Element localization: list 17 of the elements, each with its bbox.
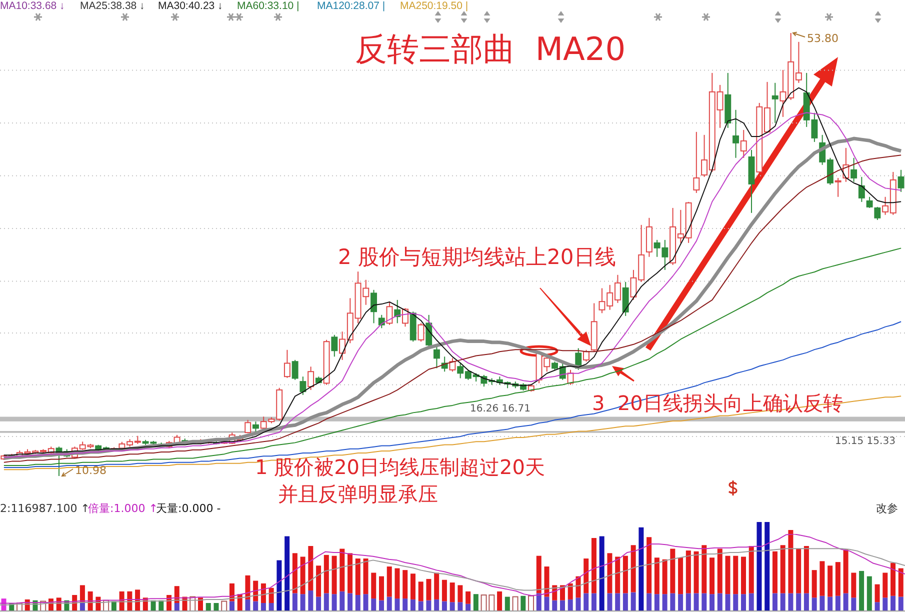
text: 天量:0.000 - — [156, 502, 221, 515]
text: MA25:38.38 ↓ — [80, 0, 145, 12]
chart-title: 反转三部曲 MA20 — [355, 30, 626, 68]
annotation: 10.98 — [75, 464, 106, 477]
text: 改参 — [876, 502, 898, 515]
text: 并且反弹明显承压 — [278, 482, 438, 506]
annotation: 2 股价与短期均线站上20日线 — [338, 245, 616, 269]
band-label: 15.15 15.33 — [835, 436, 896, 447]
text: MA60:33.10 | — [237, 0, 300, 12]
band-label: 16.26 16.71 — [470, 404, 530, 415]
text: MA30:40.23 ↓ — [158, 0, 223, 12]
annotation: 53.80 — [807, 32, 838, 45]
text: MA10:33.68 ↓ — [0, 0, 65, 12]
annotation: 1 股价被20日均线压制超过20天 — [255, 455, 545, 479]
text: MA250:19.50 | — [400, 0, 468, 12]
text: 倍量:1.000 ↑ — [88, 502, 158, 515]
text: MA120:28.07 | — [317, 0, 386, 12]
